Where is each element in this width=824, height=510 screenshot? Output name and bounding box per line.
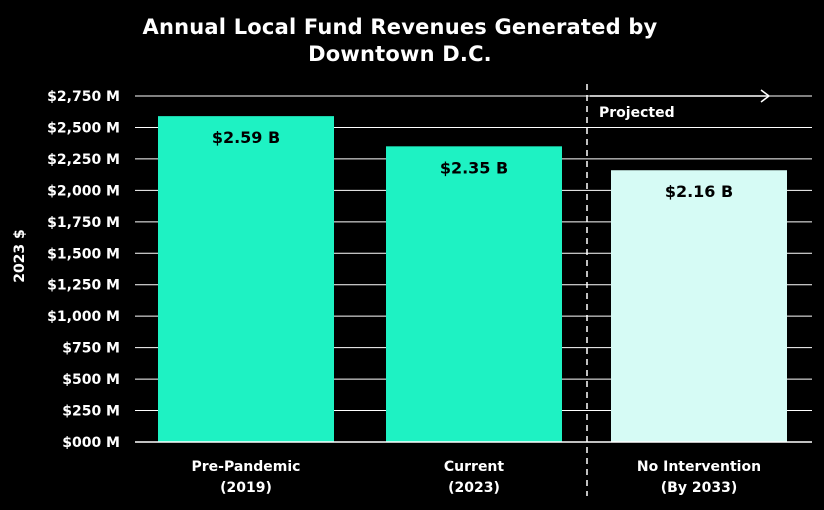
y-tick-label: $750 M (62, 341, 120, 357)
bar-value-label: $2.35 B (440, 158, 508, 177)
x-tick-label: Current (444, 459, 505, 475)
x-tick-label-sub: (By 2033) (661, 480, 737, 496)
y-tick-label: $2,500 M (47, 120, 120, 136)
bar (158, 116, 334, 442)
chart-title-line-1: Annual Local Fund Revenues Generated by (142, 15, 658, 39)
y-tick-label: $2,250 M (47, 152, 120, 168)
y-tick-label: $000 M (62, 435, 120, 451)
y-tick-label: $1,500 M (47, 246, 120, 262)
chart-title: Annual Local Fund Revenues Generated by … (0, 14, 800, 68)
y-tick-label: $2,750 M (47, 89, 120, 105)
y-tick-label: $1,000 M (47, 309, 120, 325)
y-tick-label: $1,250 M (47, 278, 120, 294)
y-tick-label: $500 M (62, 372, 120, 388)
projected-label: Projected (599, 105, 675, 121)
chart-title-line-2: Downtown D.C. (308, 42, 492, 66)
bar (611, 170, 787, 442)
y-tick-label: $250 M (62, 404, 120, 420)
x-tick-label-sub: (2023) (448, 480, 500, 496)
arrow-right-icon (760, 89, 771, 103)
x-tick-label-sub: (2019) (220, 480, 272, 496)
x-tick-label: Pre-Pandemic (192, 459, 301, 475)
y-axis-label: 2023 $ (12, 229, 28, 283)
bar (386, 146, 562, 442)
x-tick-label: No Intervention (637, 459, 761, 475)
y-tick-label: $2,000 M (47, 183, 120, 199)
y-tick-label: $1,750 M (47, 215, 120, 231)
bar-value-label: $2.59 B (212, 128, 280, 147)
bar-value-label: $2.16 B (665, 182, 733, 201)
